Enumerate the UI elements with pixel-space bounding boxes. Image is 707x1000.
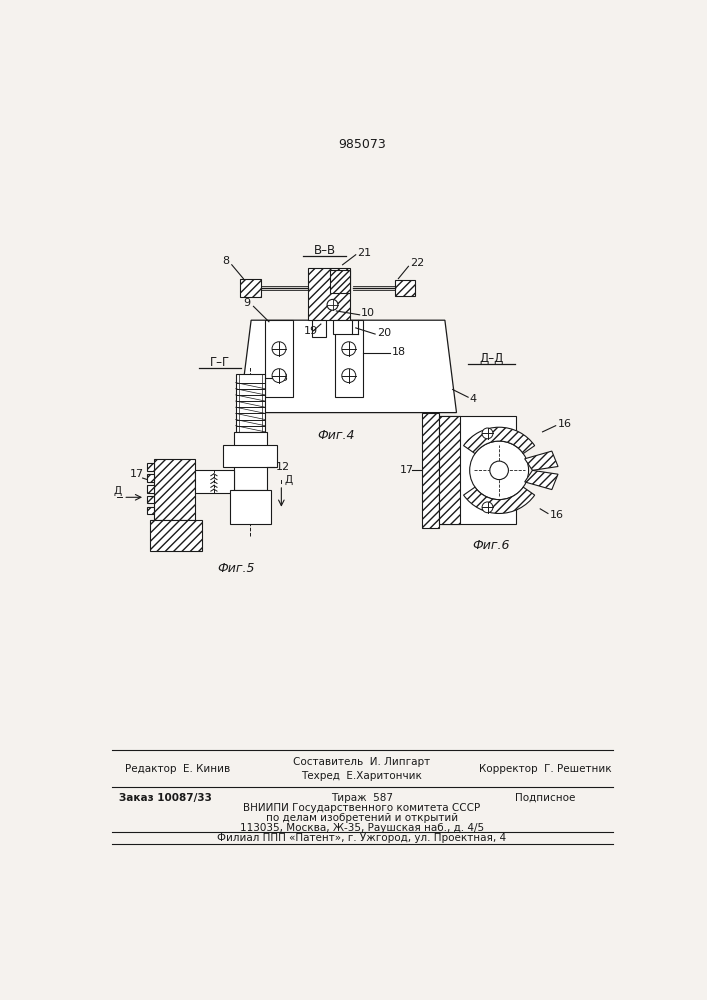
Bar [308,268,351,320]
Bar [223,445,277,466]
Bar [395,280,414,296]
Bar [146,463,154,471]
Circle shape [469,441,529,500]
Text: 16: 16 [558,419,572,429]
Circle shape [490,461,508,480]
Polygon shape [525,451,558,470]
Text: 21: 21 [357,248,371,258]
Text: Д: Д [284,475,293,485]
Bar [265,320,293,397]
Text: Заказ 10087/33: Заказ 10087/33 [119,793,212,803]
Circle shape [327,299,338,310]
Text: Редактор  Е. Кинив: Редактор Е. Кинив [125,764,230,774]
Bar [332,320,352,334]
Circle shape [482,428,493,439]
Circle shape [341,369,356,383]
Text: 16: 16 [550,510,564,520]
Wedge shape [464,487,534,513]
Polygon shape [525,470,558,490]
Bar [312,320,325,337]
Bar [330,270,349,293]
Bar [234,432,267,490]
Bar [146,474,154,482]
Text: Фиг.6: Фиг.6 [472,539,510,552]
Text: Фиг.4: Фиг.4 [317,429,355,442]
Text: 113035, Москва, Ж-35, Раушская наб., д. 4/5: 113035, Москва, Ж-35, Раушская наб., д. … [240,823,484,833]
Text: Техред  Е.Харитончик: Техред Е.Харитончик [301,771,422,781]
Text: 17: 17 [129,469,144,479]
Circle shape [272,369,286,383]
Bar [438,416,516,524]
Text: 18: 18 [392,347,406,357]
Bar [154,459,194,520]
Text: 10: 10 [361,308,375,318]
Text: 8: 8 [223,256,230,266]
Wedge shape [464,427,534,454]
Text: 17: 17 [400,465,414,475]
Text: Фиг.5: Фиг.5 [217,562,255,575]
Text: 13: 13 [274,373,288,383]
Text: Филиал ППП «Патент», г. Ужгород, ул. Проектная, 4: Филиал ППП «Патент», г. Ужгород, ул. Про… [217,833,506,843]
Text: 4: 4 [469,394,477,404]
Bar [230,490,271,524]
Text: Д–Д: Д–Д [479,352,503,365]
Bar [438,416,460,524]
Bar [146,485,154,493]
Text: 12: 12 [276,462,290,472]
Text: Тираж  587: Тираж 587 [331,793,393,803]
Text: Корректор  Г. Решетник: Корректор Г. Решетник [479,764,612,774]
Bar [240,279,261,297]
Bar [151,520,202,551]
Bar [194,470,234,493]
Bar [235,374,265,432]
Text: 19: 19 [304,326,318,336]
Bar [239,374,262,432]
Text: 9: 9 [243,298,250,308]
Circle shape [482,502,493,513]
Bar [335,320,363,397]
Circle shape [272,342,286,356]
Polygon shape [240,320,457,413]
Circle shape [341,342,356,356]
Text: Составитель  И. Липгарт: Составитель И. Липгарт [293,757,431,767]
Text: В–В: В–В [314,244,336,257]
Bar [421,413,438,528]
Bar [146,507,154,514]
Text: 22: 22 [410,258,424,268]
Bar [146,496,154,503]
Text: Подписное: Подписное [515,793,575,803]
Text: 20: 20 [377,328,391,338]
Text: по делам изобретений и открытий: по делам изобретений и открытий [266,813,458,823]
Text: Г–Г: Г–Г [210,356,230,369]
Text: 985073: 985073 [338,138,386,151]
Text: Д: Д [114,486,122,496]
Text: ВНИИПИ Государственного комитета СССР: ВНИИПИ Государственного комитета СССР [243,803,481,813]
